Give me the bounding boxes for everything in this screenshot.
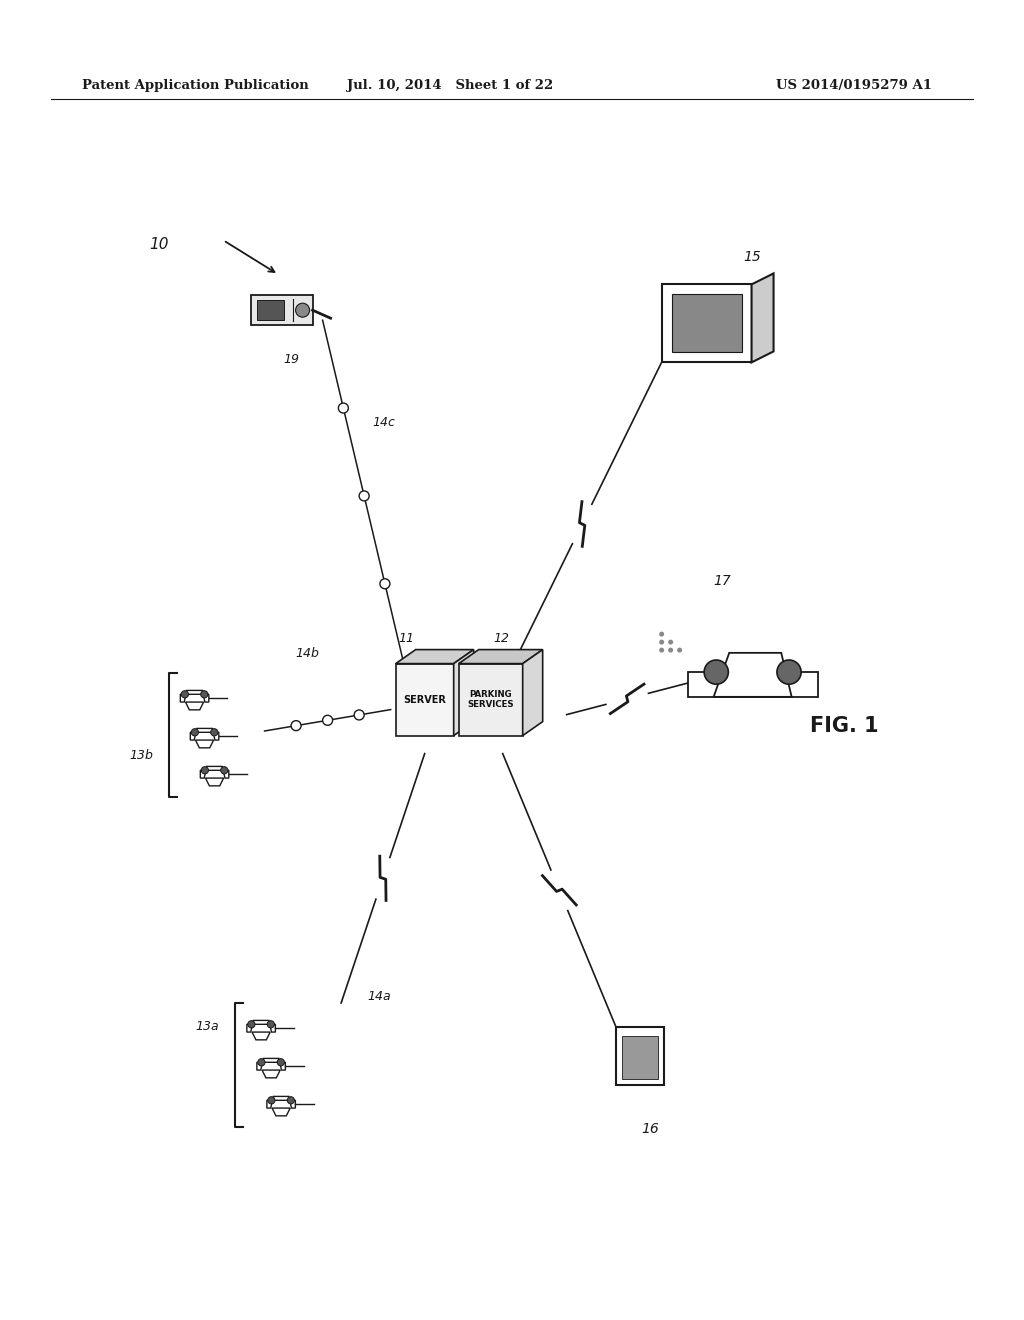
Polygon shape (622, 1036, 658, 1078)
Polygon shape (272, 1107, 290, 1115)
Polygon shape (185, 702, 204, 710)
Circle shape (668, 640, 673, 644)
Text: 19: 19 (284, 352, 300, 366)
Circle shape (296, 304, 309, 317)
Circle shape (659, 631, 665, 636)
Text: 13a: 13a (195, 1020, 219, 1034)
Text: 14c: 14c (373, 416, 395, 429)
Text: 14b: 14b (295, 647, 319, 660)
Circle shape (359, 491, 369, 500)
Text: PARKING
SERVICES: PARKING SERVICES (467, 690, 514, 709)
Polygon shape (714, 653, 792, 697)
Polygon shape (459, 649, 543, 664)
Polygon shape (196, 741, 214, 748)
Polygon shape (454, 649, 474, 735)
Circle shape (181, 690, 188, 698)
Polygon shape (201, 767, 228, 777)
Circle shape (267, 1097, 275, 1104)
Circle shape (323, 715, 333, 725)
Circle shape (380, 578, 390, 589)
Polygon shape (459, 664, 522, 735)
Polygon shape (395, 664, 454, 735)
Text: US 2014/0195279 A1: US 2014/0195279 A1 (776, 79, 932, 92)
Circle shape (354, 710, 365, 719)
Circle shape (287, 1097, 295, 1104)
Text: Jul. 10, 2014   Sheet 1 of 22: Jul. 10, 2014 Sheet 1 of 22 (347, 79, 554, 92)
Circle shape (248, 1020, 255, 1028)
Polygon shape (206, 777, 223, 785)
Polygon shape (395, 649, 474, 664)
Polygon shape (267, 1097, 295, 1107)
Text: 14a: 14a (367, 990, 391, 1003)
Circle shape (278, 1059, 285, 1067)
Text: FIG. 1: FIG. 1 (810, 715, 880, 737)
Circle shape (267, 1020, 274, 1028)
Polygon shape (662, 284, 752, 363)
Circle shape (201, 690, 208, 698)
Polygon shape (252, 1032, 270, 1040)
Circle shape (677, 648, 682, 652)
Polygon shape (672, 294, 741, 352)
Text: 15: 15 (743, 251, 762, 264)
Circle shape (191, 729, 199, 737)
Text: 16: 16 (641, 1122, 659, 1135)
Circle shape (258, 1059, 265, 1067)
Polygon shape (251, 296, 312, 325)
Polygon shape (180, 690, 209, 702)
Polygon shape (752, 273, 773, 363)
Polygon shape (522, 649, 543, 735)
Polygon shape (257, 1059, 286, 1071)
Circle shape (201, 767, 209, 774)
Circle shape (668, 648, 673, 652)
Text: 10: 10 (148, 236, 169, 252)
Circle shape (291, 721, 301, 731)
Circle shape (338, 403, 348, 413)
Text: SERVER: SERVER (403, 694, 446, 705)
Circle shape (777, 660, 801, 684)
Polygon shape (616, 1027, 664, 1085)
Circle shape (659, 640, 665, 644)
Text: Patent Application Publication: Patent Application Publication (82, 79, 308, 92)
Polygon shape (247, 1020, 275, 1032)
Circle shape (705, 660, 728, 684)
Polygon shape (688, 672, 817, 697)
Polygon shape (257, 300, 284, 321)
Polygon shape (190, 729, 219, 741)
Circle shape (659, 648, 665, 652)
Text: 17: 17 (713, 574, 731, 587)
Polygon shape (262, 1071, 281, 1078)
Circle shape (220, 767, 228, 774)
Text: 11: 11 (398, 632, 415, 645)
Circle shape (211, 729, 218, 737)
Text: 13b: 13b (129, 748, 154, 762)
Text: 12: 12 (494, 632, 510, 645)
